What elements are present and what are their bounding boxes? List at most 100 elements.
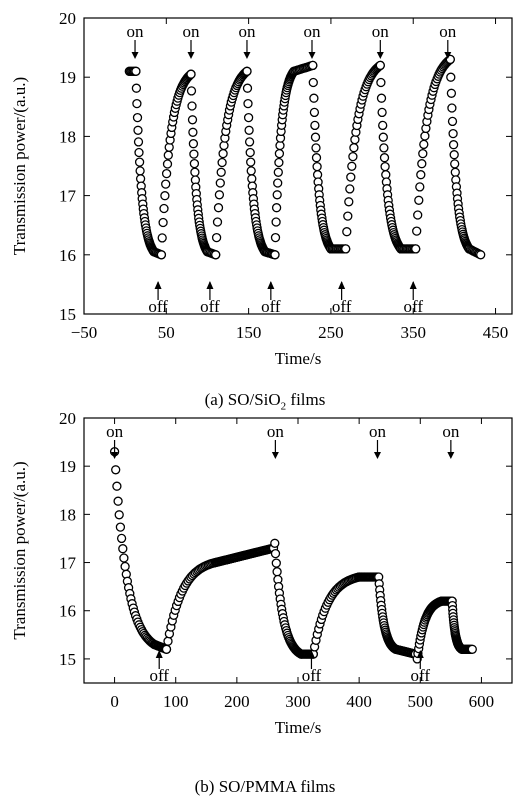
data-point: [134, 147, 144, 158]
data-point: [308, 77, 318, 88]
data-point: [134, 157, 145, 167]
x-tick-label: 400: [346, 692, 372, 711]
data-point: [115, 522, 126, 532]
data-point: [190, 167, 200, 177]
x-tick-label: 0: [110, 692, 119, 711]
annotation-on: on: [238, 22, 256, 41]
x-tick-label: 450: [483, 323, 509, 342]
arrow-head-icon: [154, 281, 162, 289]
data-point: [135, 166, 145, 176]
x-tick-label: 250: [318, 323, 344, 342]
data-point: [131, 66, 141, 76]
data-point: [450, 159, 460, 169]
data-point: [112, 481, 122, 491]
data-point: [217, 157, 227, 168]
data-point: [242, 83, 253, 93]
y-tick-label: 15: [59, 305, 76, 324]
data-point: [187, 115, 198, 125]
data-point: [119, 553, 129, 563]
y-tick-label: 19: [59, 457, 76, 476]
annotation-off: off: [149, 666, 169, 685]
data-point: [211, 232, 222, 243]
annotation-on: on: [303, 22, 321, 41]
data-point: [163, 150, 173, 160]
y-tick-label: 17: [59, 187, 77, 206]
annotation-off: off: [411, 666, 431, 685]
data-point: [450, 167, 460, 177]
x-tick-label: 600: [469, 692, 495, 711]
data-point: [345, 184, 355, 194]
annotation-on: on: [439, 22, 457, 41]
data-point: [341, 244, 351, 254]
data-point: [273, 167, 283, 177]
data-point: [272, 190, 282, 200]
arrow-head-icon: [338, 281, 346, 289]
data-point: [245, 147, 255, 158]
data-point: [158, 217, 168, 228]
annotation-on: on: [127, 22, 145, 41]
y-tick-label: 18: [59, 127, 76, 146]
x-tick-label: 350: [400, 323, 426, 342]
data-point: [447, 103, 457, 113]
data-point: [163, 636, 173, 646]
data-point: [188, 127, 198, 137]
data-point: [447, 116, 458, 127]
data-point: [378, 132, 388, 142]
data-point: [309, 107, 320, 118]
data-point: [187, 101, 197, 111]
data-point: [219, 140, 229, 151]
data-point: [343, 211, 353, 221]
annotation-off: off: [148, 297, 168, 316]
y-tick-label: 20: [59, 9, 76, 28]
data-point: [349, 143, 359, 153]
data-point: [272, 567, 282, 577]
data-point: [274, 157, 284, 168]
arrow-head-icon: [376, 52, 384, 59]
arrow-head-icon: [155, 650, 163, 658]
data-point: [114, 510, 124, 520]
data-point: [218, 148, 228, 159]
data-point: [378, 120, 388, 131]
data-point: [411, 244, 421, 254]
x-tick-label: 100: [163, 692, 189, 711]
data-point: [311, 153, 322, 163]
data-point: [418, 148, 428, 159]
data-point: [448, 128, 458, 139]
annotation-off: off: [200, 297, 220, 316]
y-tick-label: 15: [59, 650, 76, 669]
arrow-head-icon: [267, 281, 275, 289]
arrow-head-icon: [187, 52, 195, 59]
data-point: [416, 170, 426, 180]
x-axis-label: Time/s: [275, 349, 322, 368]
x-tick-label: 500: [408, 692, 434, 711]
data-point: [420, 131, 430, 141]
data-point: [132, 98, 142, 109]
data-point: [270, 250, 280, 260]
data-point: [270, 232, 281, 243]
data-point: [379, 143, 389, 153]
data-point: [271, 203, 282, 213]
data-point: [116, 533, 127, 544]
data-point: [214, 190, 225, 200]
arrow-head-icon: [131, 52, 139, 59]
data-point: [476, 250, 486, 260]
annotation-on: on: [369, 422, 387, 441]
data-point: [274, 148, 285, 159]
x-tick-label: 300: [285, 692, 311, 711]
data-point: [415, 182, 425, 192]
y-tick-label: 16: [59, 246, 76, 265]
chart-a: −50 50 150 250 350 450 15 16 17 18 19 20 Time/s Trans…: [10, 9, 513, 368]
data-point: [312, 161, 322, 172]
data-point: [133, 125, 143, 135]
annotations: on on on on off off off: [106, 422, 460, 685]
data-point: [270, 548, 281, 559]
data-point: [417, 159, 427, 169]
data-series: [124, 54, 486, 260]
data-point: [186, 69, 196, 79]
data-point: [346, 172, 356, 182]
data-point: [270, 538, 280, 548]
data-point: [273, 178, 283, 188]
data-point: [344, 197, 354, 207]
y-tick-label: 17: [59, 554, 77, 573]
data-point: [310, 132, 321, 142]
